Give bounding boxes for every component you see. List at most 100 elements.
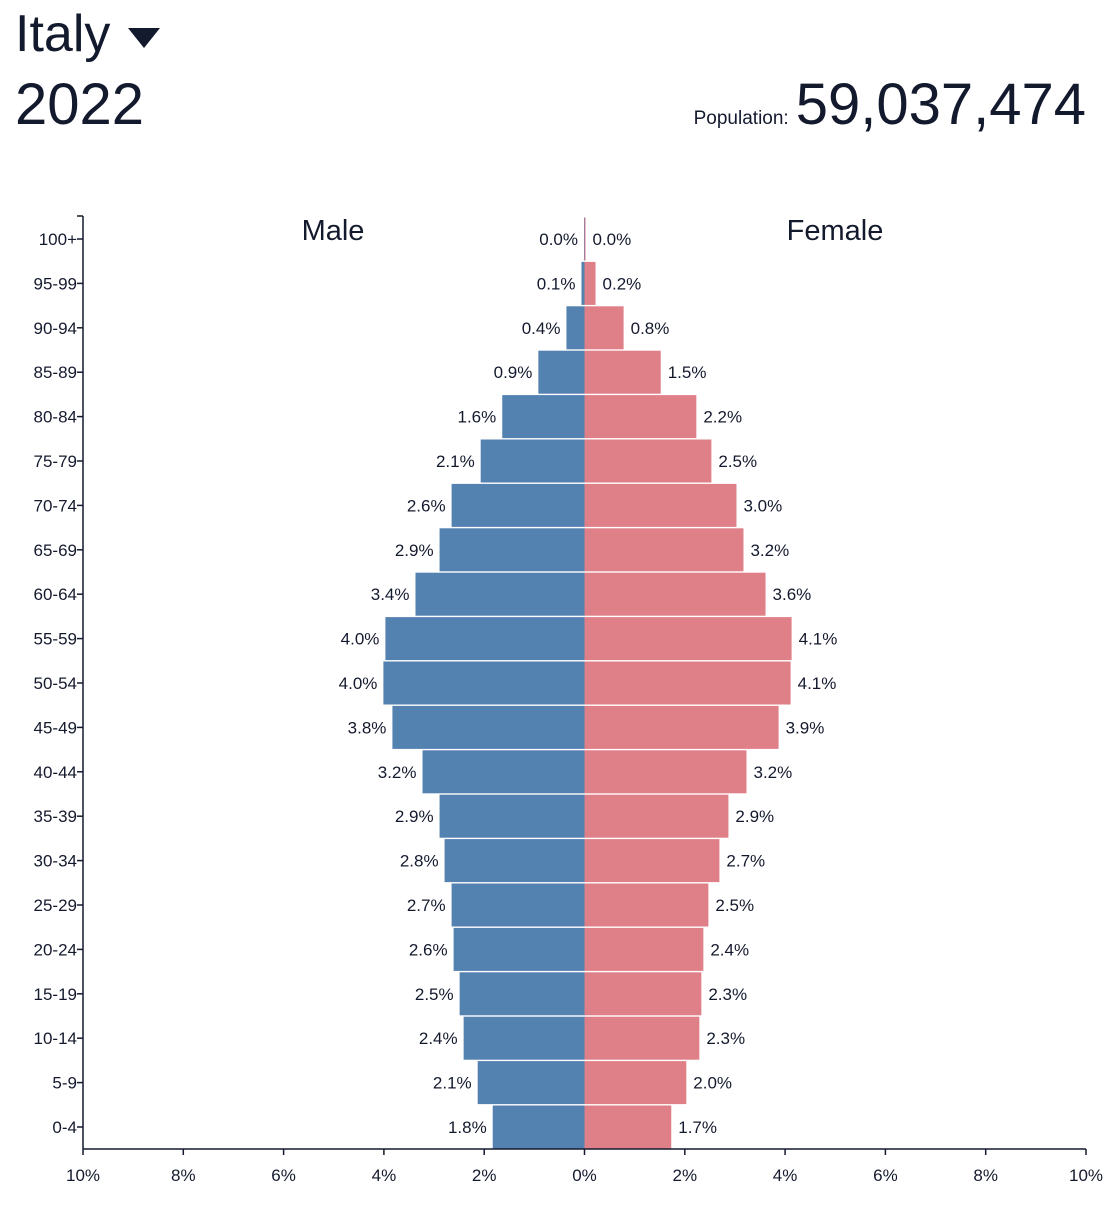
male-bar	[451, 483, 585, 527]
y-tick-label: 50-54	[34, 674, 77, 693]
female-value-label: 3.2%	[750, 541, 789, 560]
male-bar	[459, 972, 585, 1016]
male-value-label: 0.0%	[539, 230, 578, 249]
y-tick-label: 95-99	[34, 274, 77, 293]
y-tick-label: 60-64	[34, 585, 77, 604]
y-tick-label: 20-24	[34, 940, 77, 959]
male-value-label: 2.5%	[415, 985, 454, 1004]
male-value-label: 4.0%	[339, 674, 378, 693]
female-bar	[584, 1061, 687, 1105]
male-value-label: 2.4%	[419, 1029, 458, 1048]
female-bar	[584, 395, 697, 439]
male-value-label: 2.9%	[395, 807, 434, 826]
male-value-label: 2.6%	[407, 496, 446, 515]
y-tick-label: 40-44	[34, 763, 77, 782]
male-bar	[463, 1016, 585, 1060]
male-bar	[480, 439, 585, 483]
male-value-label: 2.6%	[409, 940, 448, 959]
female-bar	[584, 794, 729, 838]
female-value-label: 2.3%	[708, 985, 747, 1004]
male-bar	[538, 350, 585, 394]
male-bar	[383, 661, 585, 705]
y-tick-label: 15-19	[34, 985, 77, 1004]
male-bar	[415, 572, 585, 616]
y-tick-label: 85-89	[34, 363, 77, 382]
male-value-label: 4.0%	[341, 630, 380, 649]
x-tick-label: 4%	[773, 1166, 798, 1185]
male-value-label: 2.1%	[436, 452, 475, 471]
y-tick-label: 35-39	[34, 807, 77, 826]
x-tick-label: 8%	[973, 1166, 998, 1185]
x-tick-label: 2%	[472, 1166, 497, 1185]
male-bar	[477, 1061, 585, 1105]
male-bar	[439, 528, 585, 572]
female-value-label: 2.2%	[703, 408, 742, 427]
y-tick-label: 70-74	[34, 496, 77, 515]
x-tick-label: 8%	[171, 1166, 196, 1185]
male-bar	[492, 1105, 585, 1149]
y-tick-label: 30-34	[34, 852, 77, 871]
male-bar	[422, 750, 585, 794]
female-bar	[584, 750, 747, 794]
female-value-label: 2.5%	[718, 452, 757, 471]
x-tick-label: 10%	[1069, 1166, 1103, 1185]
female-bar	[584, 617, 792, 661]
male-bar	[502, 395, 585, 439]
y-tick-label: 5-9	[52, 1074, 77, 1093]
female-bar	[584, 705, 779, 749]
female-bar	[584, 1016, 700, 1060]
male-value-label: 0.9%	[494, 363, 533, 382]
male-bar	[385, 617, 585, 661]
population-value: 59,037,474	[795, 72, 1086, 137]
female-value-label: 3.9%	[786, 718, 825, 737]
country-selector[interactable]: Italy	[15, 2, 161, 66]
male-bar	[439, 794, 585, 838]
male-bar	[581, 261, 585, 305]
y-tick-label: 55-59	[34, 630, 77, 649]
female-bar	[584, 261, 596, 305]
y-tick-label: 75-79	[34, 452, 77, 471]
y-tick-label: 100+	[39, 230, 77, 249]
female-bar	[584, 350, 661, 394]
male-series-title: Male	[302, 215, 365, 247]
x-tick-label: 4%	[372, 1166, 397, 1185]
year-label: 2022	[15, 72, 145, 137]
female-value-label: 3.2%	[753, 763, 792, 782]
y-tick-label: 65-69	[34, 541, 77, 560]
male-value-label: 1.8%	[448, 1118, 487, 1137]
female-bar	[584, 306, 624, 350]
female-value-label: 0.2%	[603, 274, 642, 293]
male-value-label: 3.4%	[371, 585, 410, 604]
country-name: Italy	[15, 5, 111, 63]
male-value-label: 3.2%	[378, 763, 417, 782]
y-tick-label: 90-94	[34, 319, 77, 338]
female-bar	[584, 528, 744, 572]
y-tick-label: 80-84	[34, 408, 77, 427]
dropdown-caret-icon[interactable]	[128, 28, 161, 48]
male-bar	[392, 705, 585, 749]
male-bar	[453, 927, 585, 971]
female-value-label: 4.1%	[798, 674, 837, 693]
female-bar	[584, 661, 791, 705]
female-value-label: 2.9%	[735, 807, 774, 826]
x-tick-label: 2%	[673, 1166, 698, 1185]
female-bar	[584, 439, 712, 483]
population-display: Population: 59,037,474	[694, 72, 1086, 138]
female-value-label: 3.6%	[773, 585, 812, 604]
female-value-label: 4.1%	[799, 630, 838, 649]
population-label: Population:	[693, 108, 789, 129]
x-tick-label: 6%	[873, 1166, 898, 1185]
x-tick-label: 10%	[66, 1166, 100, 1185]
female-value-label: 1.5%	[668, 363, 707, 382]
y-tick-label: 10-14	[34, 1029, 77, 1048]
female-bar	[584, 972, 702, 1016]
male-bar	[444, 839, 585, 883]
female-value-label: 1.7%	[678, 1118, 717, 1137]
female-bar	[584, 483, 737, 527]
female-bar	[584, 839, 720, 883]
male-value-label: 2.9%	[395, 541, 434, 560]
y-tick-label: 0-4	[52, 1118, 77, 1137]
female-value-label: 2.0%	[693, 1074, 732, 1093]
male-value-label: 0.4%	[522, 319, 561, 338]
